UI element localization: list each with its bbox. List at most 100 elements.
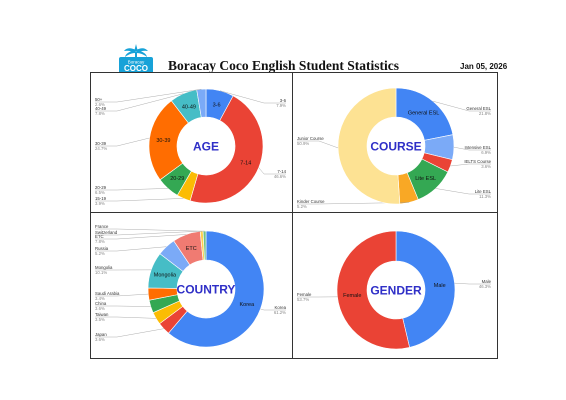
- age-segment-label-20-29: 20-29: [170, 176, 184, 182]
- course-slice-junior-course: [337, 87, 401, 205]
- course-label-junior-course: Junior Course: [297, 136, 324, 141]
- course-leader-intensive-esl: [453, 146, 491, 151]
- course-label-ielts-course: IELTS Course: [464, 159, 491, 164]
- country-pct-japan: 3.6%: [95, 337, 105, 342]
- age-label-20-29: 20-29: [95, 185, 107, 190]
- country-chart-title: COUNTRY: [177, 283, 236, 297]
- gender-chart-panel: Male Male 46.3% Female Female 53.7% GENDER: [292, 212, 498, 359]
- country-leader-korea: [260, 308, 286, 311]
- course-pct-kinder-course: 5.2%: [297, 204, 307, 209]
- course-pct-junior-course: 50.9%: [297, 141, 309, 146]
- country-label-japan: Japan: [95, 332, 107, 337]
- gender-slice-male: [395, 230, 456, 348]
- country-leader-etc: [95, 234, 187, 240]
- course-leader-ielts-course: [450, 163, 491, 167]
- course-pct-ielts-course: 3.6%: [481, 164, 491, 169]
- gender-slice-female: [336, 230, 410, 350]
- country-leader-taiwan: [95, 316, 156, 319]
- country-leader-russia: [95, 246, 167, 252]
- country-pct-korea: 61.2%: [274, 310, 286, 315]
- country-pct-taiwan: 3.5%: [95, 317, 105, 322]
- age-slice-7-14: [189, 95, 264, 204]
- age-leader-50: [95, 88, 202, 103]
- gender-chart-title: GENDER: [370, 284, 422, 298]
- course-pct-intensive-esl: 6.9%: [481, 150, 491, 155]
- course-label-general-esl: General ESL: [466, 106, 491, 111]
- country-label-russia: Russia: [95, 246, 109, 251]
- country-donut-chart: Korea Korea61.2%Japan3.6%Taiwan3.5%China3…: [95, 224, 287, 348]
- age-label-40-49: 40-49: [95, 106, 107, 111]
- age-segment-label-3-6: 3-6: [213, 102, 221, 108]
- age-label-30-39: 30-39: [95, 141, 107, 146]
- gender-pct-male: 46.3%: [479, 284, 491, 289]
- country-segment-label-korea: Korea: [239, 302, 255, 308]
- age-donut-chart: 3-63-67.9%7-147-1446.6%15-193.9%20-2920-…: [95, 88, 287, 206]
- country-pct-russia: 5.2%: [95, 251, 105, 256]
- country-pct-china: 3.6%: [95, 306, 105, 311]
- age-leader-40-49: [95, 93, 184, 112]
- age-segment-label-40-49: 40-49: [182, 105, 196, 111]
- age-pct-30-39: 24.7%: [95, 146, 107, 151]
- course-segment-label-general-esl: General ESL: [408, 110, 440, 116]
- country-pct-etc: 7.8%: [95, 239, 105, 244]
- course-pct-general-esl: 21.8%: [479, 111, 491, 116]
- country-leader-france: [95, 228, 202, 232]
- age-pct-15-19: 3.9%: [95, 201, 105, 206]
- course-label-lite-esl: Lite ESL: [475, 189, 492, 194]
- country-segment-label-mongolia: Mongolia: [154, 273, 177, 279]
- gender-leader-male: [454, 282, 491, 285]
- country-chart-panel: Korea Korea 61.2% Japan 3.6% Taiwan 3.5% China 3…: [90, 212, 293, 359]
- age-leader-15-19: [95, 198, 184, 202]
- country-label-mongolia: Mongolia: [95, 265, 113, 270]
- country-label-taiwan: Taiwan: [95, 312, 109, 317]
- course-leader-lite-esl: [435, 188, 491, 195]
- page-title: Boracay Coco English Student Statistics: [168, 58, 400, 73]
- gender-label-male: Male: [482, 279, 492, 284]
- gender-pct-female: 53.7%: [297, 297, 309, 302]
- logo-text-main: COCO: [124, 64, 148, 73]
- age-leader-30-39: [95, 137, 150, 147]
- course-leader-junior-course: [297, 140, 339, 149]
- gender-segment-label-male: Male: [434, 283, 446, 289]
- age-leader-7-14: [258, 167, 286, 175]
- age-label-7-14: 7-14: [277, 169, 286, 174]
- age-leader-3-6: [219, 90, 286, 104]
- age-pct-40-49: 7.8%: [95, 111, 105, 116]
- course-label-kinder-course: Kinder Course: [297, 199, 325, 204]
- course-chart-title: COURSE: [370, 140, 421, 154]
- logo-text-top: Boracay: [128, 60, 145, 65]
- country-leader-saudi-arabia: [95, 293, 149, 297]
- country-leader-japan: [95, 328, 164, 338]
- age-segment-label-7-14: 7-14: [240, 160, 251, 166]
- country-label-saudi-arabia: Saudi Arabia: [95, 291, 120, 296]
- course-leader-general-esl: [432, 100, 491, 112]
- country-label-korea: Korea: [275, 305, 287, 310]
- age-label-3-6: 3-6: [280, 98, 287, 103]
- age-label-50: 50+: [95, 97, 103, 102]
- age-pct-3-6: 7.9%: [276, 103, 286, 108]
- country-slice-korea: [168, 230, 265, 348]
- country-label-france: France: [95, 224, 109, 229]
- course-label-intensive-esl: Intensive ESL: [464, 145, 491, 150]
- report-date: Jan 05, 2026: [460, 62, 508, 71]
- age-pct-50: 2.6%: [95, 102, 105, 107]
- age-leader-20-29: [95, 188, 168, 191]
- country-label-etc: ETC: [95, 234, 104, 239]
- course-leader-kinder-course: [297, 202, 410, 205]
- gender-segment-label-female: Female: [343, 293, 361, 299]
- country-label-switzerland: Switzerland: [95, 230, 118, 235]
- gender-label-female: Female: [297, 292, 312, 297]
- country-leader-switzerland: [95, 230, 205, 236]
- age-chart-panel: 3-6 3-6 7.9% 7-14 7-14 46.6% 15-19 3.9% 20-29 20-…: [90, 72, 293, 213]
- age-segment-label-30-39: 30-39: [156, 138, 170, 144]
- course-segment-label-lite-esl: Lite ESL: [415, 176, 436, 182]
- age-pct-20-29: 6.5%: [95, 190, 105, 195]
- course-pct-lite-esl: 11.3%: [479, 194, 491, 199]
- age-chart-title: AGE: [193, 140, 219, 154]
- age-label-15-19: 15-19: [95, 196, 107, 201]
- country-pct-saudi-arabia: 3.4%: [95, 296, 105, 301]
- country-segment-label-etc: ETC: [186, 246, 197, 252]
- country-label-china: China: [95, 301, 107, 306]
- age-pct-7-14: 46.6%: [274, 174, 286, 179]
